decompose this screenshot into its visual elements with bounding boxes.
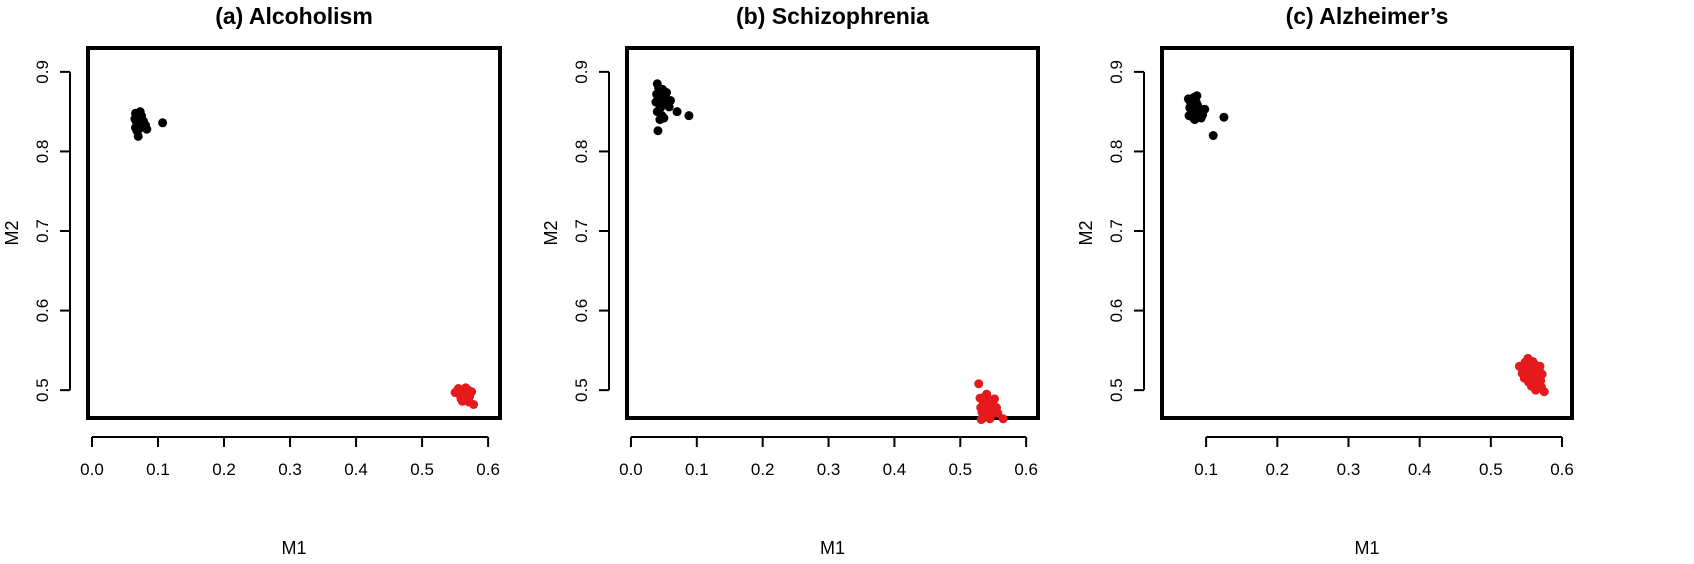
data-point-series-2	[461, 383, 471, 393]
x-tick-label: 0.4	[344, 460, 368, 479]
data-point-series-2	[459, 392, 469, 402]
data-point-series-1	[659, 113, 669, 123]
data-point-series-1	[133, 131, 143, 141]
x-axis-label: M1	[281, 538, 306, 558]
data-point-series-2	[452, 386, 462, 396]
x-tick-label: 0.4	[1408, 460, 1432, 479]
y-tick-label: 0.9	[33, 60, 52, 84]
data-point-series-1	[142, 124, 152, 134]
data-point-series-2	[990, 394, 1000, 404]
data-point-series-1	[1188, 96, 1198, 106]
data-point-series-1	[684, 111, 694, 121]
data-point-series-2	[1534, 372, 1544, 382]
x-tick-label: 0.3	[817, 460, 841, 479]
x-tick-label: 0.5	[410, 460, 434, 479]
data-point-series-1	[1193, 109, 1203, 119]
y-axis-label: M2	[1076, 220, 1096, 245]
y-axis-label: M2	[2, 220, 22, 245]
data-point-series-1	[665, 96, 675, 106]
chart-title: (b) Schizophrenia	[736, 3, 929, 29]
data-point-series-1	[158, 118, 168, 128]
y-tick-label: 0.5	[1107, 378, 1126, 402]
x-tick-label: 0.1	[1194, 460, 1218, 479]
plot-frame	[1160, 46, 1574, 420]
y-axis-label: M2	[541, 220, 561, 245]
y-tick-label: 0.8	[572, 140, 591, 164]
x-tick-label: 0.4	[883, 460, 907, 479]
data-point-series-2	[1521, 362, 1531, 372]
data-point-series-2	[976, 415, 986, 425]
plot-frame	[625, 46, 1040, 420]
x-tick-label: 0.2	[1265, 460, 1289, 479]
x-axis-label: M1	[820, 538, 845, 558]
x-tick-label: 0.1	[685, 460, 709, 479]
chart-title: (a) Alcoholism	[215, 3, 373, 29]
y-tick-label: 0.6	[33, 299, 52, 323]
data-point-series-1	[672, 107, 682, 117]
data-point-series-1	[1219, 112, 1229, 122]
y-tick-label: 0.7	[572, 219, 591, 243]
x-tick-label: 0.3	[1337, 460, 1361, 479]
y-tick-label: 0.8	[1107, 140, 1126, 164]
y-tick-label: 0.6	[1107, 299, 1126, 323]
x-tick-label: 0.0	[619, 460, 643, 479]
data-point-series-1	[651, 97, 661, 107]
data-point-series-1	[135, 107, 145, 117]
y-tick-label: 0.8	[33, 140, 52, 164]
plot-frame	[86, 46, 502, 420]
y-tick-label: 0.6	[572, 299, 591, 323]
data-point-series-2	[976, 403, 986, 413]
x-tick-label: 0.3	[278, 460, 302, 479]
chart-panel-2: (b) Schizophrenia 0.0 0.1 0.2 0.3 0.4 0.5 0.6 M1…	[541, 3, 1040, 558]
x-tick-label: 0.0	[80, 460, 104, 479]
data-point-series-1	[130, 114, 140, 124]
y-tick-label: 0.7	[33, 219, 52, 243]
data-point-series-2	[974, 379, 984, 389]
chart-panel-3: (c) Alzheimer’s 0.1 0.2 0.3 0.4 0.5 0.6 M1 0.5 0.…	[1076, 3, 1574, 558]
x-tick-label: 0.1	[146, 460, 170, 479]
data-point-series-1	[1208, 131, 1218, 141]
data-point-series-1	[1200, 104, 1210, 114]
x-tick-label: 0.2	[212, 460, 236, 479]
x-tick-label: 0.5	[1479, 460, 1503, 479]
y-tick-label: 0.5	[33, 378, 52, 402]
x-axis-label: M1	[1354, 538, 1379, 558]
chart-panel-1: (a) Alcoholism 0.0 0.1 0.2 0.3 0.4 0.5 0.6 M1 0.5…	[2, 3, 502, 558]
data-point-series-2	[993, 408, 1003, 418]
y-tick-label: 0.9	[1107, 60, 1126, 84]
x-tick-label: 0.6	[476, 460, 500, 479]
x-tick-label: 0.5	[948, 460, 972, 479]
data-point-series-1	[653, 126, 663, 136]
data-point-series-1	[658, 84, 668, 94]
x-tick-label: 0.6	[1014, 460, 1038, 479]
data-point-series-2	[1530, 383, 1540, 393]
data-point-series-2	[979, 392, 989, 402]
data-point-series-2	[984, 410, 994, 420]
y-tick-label: 0.7	[1107, 219, 1126, 243]
x-tick-label: 0.2	[751, 460, 775, 479]
y-tick-label: 0.5	[572, 378, 591, 402]
y-tick-label: 0.9	[572, 60, 591, 84]
chart-title: (c) Alzheimer’s	[1286, 3, 1449, 29]
x-tick-label: 0.6	[1550, 460, 1574, 479]
